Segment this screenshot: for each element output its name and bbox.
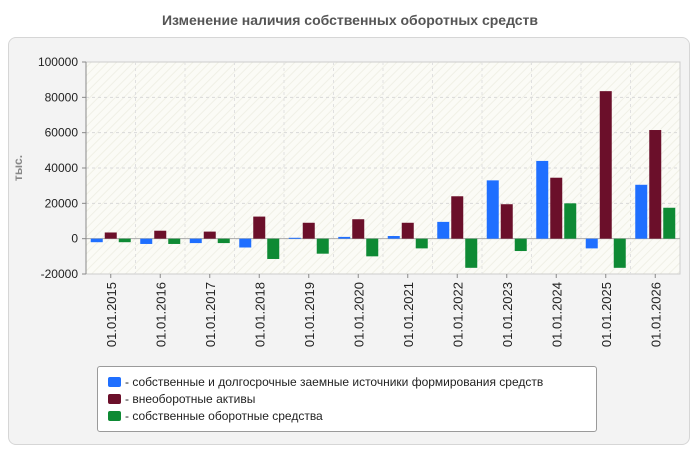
legend-item-3: - собственные оборотные средства <box>108 407 586 424</box>
bar-series-3 <box>663 207 676 239</box>
bar-series-1 <box>536 160 549 239</box>
y-axis-label: тыс. <box>11 155 25 181</box>
bar-series-1 <box>140 238 153 244</box>
x-tick-label: 01.01.2017 <box>203 282 218 347</box>
bar-series-2 <box>203 231 216 239</box>
bar-series-2 <box>649 130 662 239</box>
bar-series-3 <box>415 238 428 249</box>
legend-item-2: - внеоборотные активы <box>108 390 586 407</box>
y-tick-label: 20000 <box>45 196 79 210</box>
bar-series-3 <box>564 203 577 239</box>
y-tick-label: -20000 <box>41 267 79 281</box>
bar-series-1 <box>239 238 252 248</box>
y-tick-label: 40000 <box>45 161 79 175</box>
y-tick-label: 0 <box>71 232 78 246</box>
x-tick-label: 01.01.2016 <box>153 282 168 347</box>
bar-series-1 <box>635 184 648 239</box>
bar-series-3 <box>316 238 329 254</box>
bar-series-2 <box>154 230 167 239</box>
bar-series-2 <box>352 219 365 239</box>
bar-series-3 <box>217 238 230 244</box>
bar-series-1 <box>486 180 499 239</box>
bar-series-3 <box>514 238 527 252</box>
x-tick-label: 01.01.2021 <box>401 282 416 347</box>
legend-swatch <box>108 376 121 387</box>
x-tick-label: 01.01.2020 <box>351 282 366 347</box>
bar-series-2 <box>401 222 414 239</box>
bar-series-2 <box>451 196 464 239</box>
legend-swatch <box>108 393 121 404</box>
bar-series-1 <box>338 236 351 239</box>
x-tick-label: 01.01.2015 <box>104 282 119 347</box>
x-tick-label: 01.01.2022 <box>450 282 465 347</box>
legend-item-1: - собственные и долгосрочные заемные ист… <box>108 373 586 390</box>
bar-series-2 <box>253 216 266 239</box>
x-tick-label: 01.01.2025 <box>599 282 614 347</box>
bar-series-2 <box>550 177 563 239</box>
bar-series-3 <box>465 238 478 268</box>
bar-series-1 <box>585 238 598 249</box>
y-tick-label: 100000 <box>38 55 78 69</box>
bar-series-2 <box>599 91 612 239</box>
bar-series-3 <box>267 238 280 259</box>
chart-title: Изменение наличия собственных оборотных … <box>161 12 539 28</box>
legend-label: - собственные оборотные средства <box>125 408 323 423</box>
bar-series-3 <box>613 238 626 268</box>
x-tick-label: 01.01.2019 <box>302 282 317 347</box>
bar-series-2 <box>104 232 117 239</box>
bar-series-2 <box>302 222 315 239</box>
legend: - собственные и долгосрочные заемные ист… <box>97 366 597 432</box>
bar-series-3 <box>366 238 379 257</box>
bar-series-1 <box>288 237 301 239</box>
x-tick-label: 01.01.2023 <box>500 282 515 347</box>
x-tick-label: 01.01.2026 <box>648 282 663 347</box>
bar-series-1 <box>387 236 400 239</box>
bar-series-1 <box>189 238 202 244</box>
legend-label: - собственные и долгосрочные заемные ист… <box>125 374 544 389</box>
legend-swatch <box>108 410 121 421</box>
bar-series-2 <box>500 204 513 239</box>
legend-label: - внеоборотные активы <box>125 391 256 406</box>
bar-series-1 <box>437 221 450 239</box>
x-tick-label: 01.01.2024 <box>549 282 564 347</box>
x-tick-label: 01.01.2018 <box>252 282 267 347</box>
y-tick-label: 60000 <box>45 126 79 140</box>
y-tick-label: 80000 <box>45 90 79 104</box>
bar-series-1 <box>90 238 103 243</box>
bar-series-3 <box>168 238 181 244</box>
bar-series-3 <box>118 238 131 243</box>
